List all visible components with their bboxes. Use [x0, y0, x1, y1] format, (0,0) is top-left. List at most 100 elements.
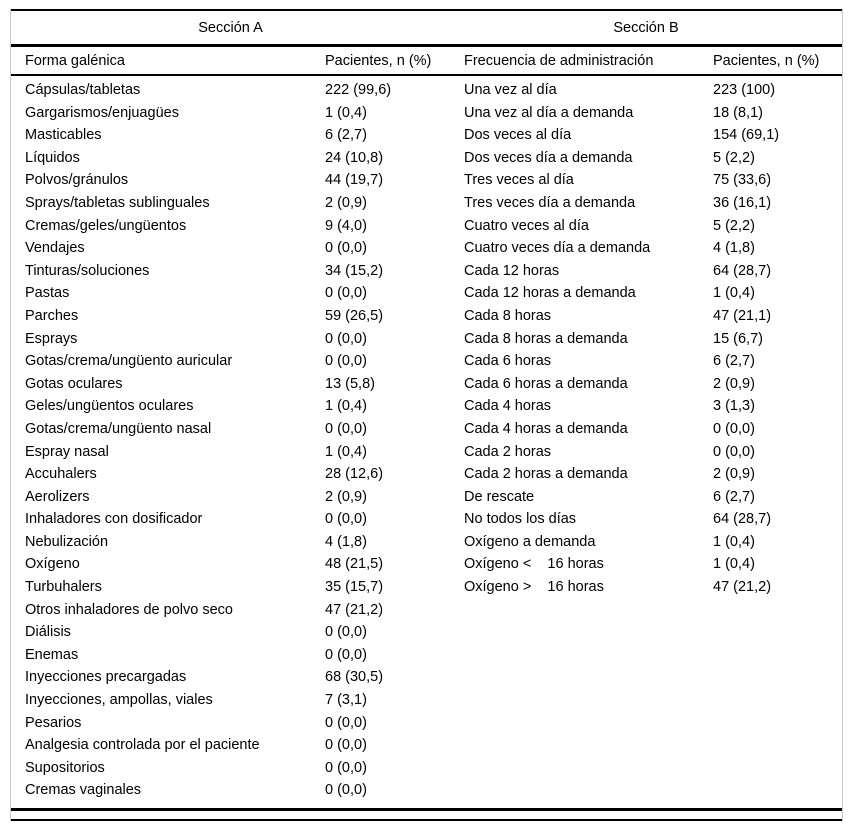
section-b-row-value: 223 (100) — [713, 82, 776, 98]
section-b-row-value: 3 (1,3) — [713, 398, 755, 415]
section-b-row-label: Dos veces día a demanda — [464, 149, 633, 166]
section-a-row-label: Gargarismos/enjuagües — [25, 104, 179, 121]
section-a-row-value: 7 (3,1) — [325, 692, 367, 709]
section-a-row-value: 0 (0,0) — [325, 782, 367, 799]
section-a-row-label: Inhaladores con dosificador — [25, 511, 203, 528]
section-header-divider — [11, 44, 842, 47]
section-a-title: Sección A — [198, 19, 263, 36]
section-a-row-label: Inyecciones precargadas — [25, 669, 187, 686]
section-a-row-label: Turbuhalers — [25, 579, 102, 596]
section-a-row-label: Líquidos — [25, 149, 80, 166]
section-a-row-label: Pesarios — [25, 714, 82, 731]
section-b-row-label: Cada 4 horas — [464, 398, 552, 415]
section-a-row-label: Masticables — [25, 127, 102, 144]
section-a-row-value: 0 (0,0) — [325, 646, 367, 663]
section-b-row-value: 2 (0,9) — [713, 375, 755, 392]
section-a-row-label: Analgesia controlada por el paciente — [25, 737, 260, 754]
section-a-row-value: 59 (26,5) — [325, 307, 384, 324]
section-a-row-label: Supositorios — [25, 759, 105, 776]
section-a-row-label: Cremas vaginales — [25, 782, 142, 799]
section-b-row-label: Cada 6 horas a demanda — [464, 375, 628, 392]
section-b-row-label — [450, 666, 699, 689]
section-a-row-label: Diálisis — [25, 624, 71, 641]
section-b-row-label: Tres veces al día — [464, 172, 574, 189]
section-b-row-label: Cada 6 horas — [464, 353, 552, 370]
section-a-row-value: 0 (0,0) — [325, 353, 367, 370]
section-b-row-value: 15 (6,7) — [713, 330, 763, 347]
section-a-row-label: Sprays/tabletas sublinguales — [25, 194, 210, 211]
section-a-row-label: Nebulización — [25, 533, 109, 550]
section-b-row-value — [699, 712, 842, 735]
section-a-row-value: 2 (0,9) — [325, 194, 367, 211]
section-b-row-value: 18 (8,1) — [713, 104, 763, 121]
section-a-row-value: 0 (0,0) — [325, 420, 367, 437]
section-a-row-label: Tinturas/soluciones — [25, 262, 150, 279]
section-b-row-label — [450, 621, 699, 644]
section-b-row-value: 0 (0,0) — [713, 420, 755, 437]
section-b-value-header: Pacientes, n (%) — [713, 52, 820, 69]
section-b-row-value: 64 (28,7) — [713, 511, 772, 528]
section-a-row-value: 0 (0,0) — [325, 511, 367, 528]
section-b-row-value: 6 (2,7) — [713, 488, 755, 505]
section-a-row-value: 0 (0,0) — [325, 737, 367, 754]
section-b-row-label — [450, 712, 699, 735]
section-b-row-value — [699, 734, 842, 757]
section-a-row-value: 68 (30,5) — [325, 669, 384, 686]
section-b-row-label: Una vez al día a demanda — [464, 104, 634, 121]
section-b-row-label: Oxígeno < 16 horas — [464, 556, 604, 573]
section-a-row-value: 0 (0,0) — [325, 759, 367, 776]
section-a-row-label: Vendajes — [25, 240, 85, 257]
section-b-row-label — [450, 599, 699, 622]
section-b-row-value: 47 (21,2) — [713, 579, 772, 596]
section-b-row-value: 5 (2,2) — [713, 217, 755, 234]
section-b-row-value: 1 (0,4) — [713, 285, 755, 302]
section-a-row-label: Espray nasal — [25, 443, 109, 460]
section-a-row-value: 4 (1,8) — [325, 533, 367, 550]
section-b-row-value — [699, 757, 842, 780]
section-a-row-value: 34 (15,2) — [325, 262, 384, 279]
section-a-row-value: 6 (2,7) — [325, 127, 367, 144]
section-a-row-label: Pastas — [25, 285, 70, 302]
section-b-row-value — [699, 779, 842, 802]
section-b-row-label: Cada 12 horas a demanda — [464, 285, 636, 302]
section-a-row-value: 0 (0,0) — [325, 714, 367, 731]
section-b-row-value — [699, 644, 842, 667]
section-a-row-value: 222 (99,6) — [325, 82, 392, 98]
section-a-row-label: Gotas oculares — [25, 375, 123, 392]
section-b-row-value: 36 (16,1) — [713, 194, 772, 211]
section-b-row-label: Cada 12 horas — [464, 262, 560, 279]
section-a-row-value: 24 (10,8) — [325, 149, 384, 166]
section-b-row-label: Cuatro veces al día — [464, 217, 589, 234]
section-b-row-value: 0 (0,0) — [713, 443, 755, 460]
section-b-row-value: 154 (69,1) — [713, 127, 780, 144]
section-b-row-value: 1 (0,4) — [713, 556, 755, 573]
section-b-row-value — [699, 621, 842, 644]
section-a-row-label: Oxígeno — [25, 556, 80, 573]
section-header-row: Sección A Sección B — [11, 11, 842, 44]
section-a-value-header: Pacientes, n (%) — [325, 52, 432, 69]
section-b-label-header: Frecuencia de administración — [464, 52, 654, 69]
section-a-row-value: 0 (0,0) — [325, 330, 367, 347]
section-b-row-label: Dos veces al día — [464, 127, 572, 144]
section-a-row-value: 44 (19,7) — [325, 172, 384, 189]
bottom-rule-gap — [11, 811, 842, 819]
section-a-row-label: Geles/ungüentos oculares — [25, 398, 194, 415]
section-b-row-label: Oxígeno > 16 horas — [464, 579, 604, 596]
section-a-row-value: 0 (0,0) — [325, 240, 367, 257]
section-b-row-label — [450, 734, 699, 757]
section-b-row-value: 75 (33,6) — [713, 172, 772, 189]
section-b-row-label — [450, 757, 699, 780]
section-a-row-label: Inyecciones, ampollas, viales — [25, 692, 213, 709]
section-b-row-label: No todos los días — [464, 511, 577, 528]
section-a-row-value: 48 (21,5) — [325, 556, 384, 573]
section-a-row-label: Otros inhaladores de polvo seco — [25, 601, 233, 618]
section-b-row-label — [450, 779, 699, 802]
section-a-row-label: Esprays — [25, 330, 78, 347]
section-a-row-label: Gotas/crema/ungüento auricular — [25, 353, 233, 370]
section-a-row-value: 1 (0,4) — [325, 104, 367, 121]
section-a-row-value: 2 (0,9) — [325, 488, 367, 505]
section-b-row-label: Una vez al día — [464, 82, 557, 98]
section-b-row-label: Cada 8 horas a demanda — [464, 330, 628, 347]
section-b-row-value: 64 (28,7) — [713, 262, 772, 279]
